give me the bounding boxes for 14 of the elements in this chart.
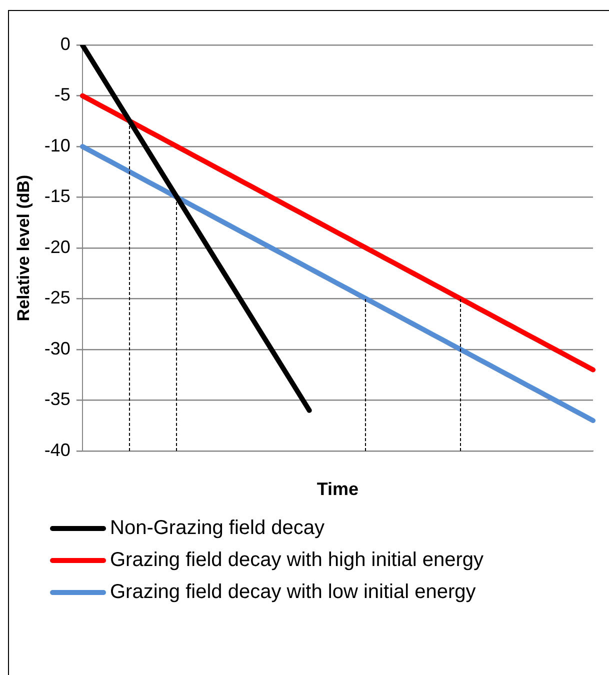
x-axis-title: Time — [316, 479, 359, 500]
legend-label: Grazing field decay with high initial energy — [110, 548, 484, 572]
y-tick-label: -20 — [44, 236, 70, 257]
y-tick-label: -15 — [44, 186, 70, 206]
y-tick-label: 0 — [60, 34, 70, 54]
y-tick-label: -25 — [44, 288, 70, 308]
legend-label: Grazing field decay with low initial energy — [110, 580, 476, 604]
y-axis-title: Relative level (dB) — [14, 174, 33, 322]
y-tick-label: -30 — [44, 338, 70, 358]
y-tick-label: -35 — [44, 389, 70, 410]
y-tick-label: -10 — [44, 135, 70, 156]
y-tick-label: -40 — [44, 440, 70, 460]
y-tick-label: -5 — [54, 84, 70, 105]
legend-label: Non-Grazing field decay — [110, 516, 325, 540]
